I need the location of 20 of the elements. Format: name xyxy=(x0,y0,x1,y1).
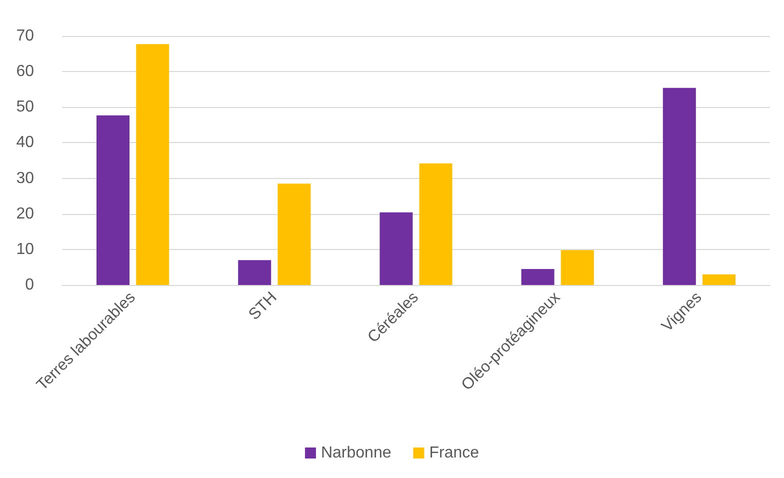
bar xyxy=(419,163,452,285)
y-tick-label: 40 xyxy=(16,134,34,152)
bar xyxy=(662,88,696,285)
y-tick-label: 60 xyxy=(16,63,34,80)
bar xyxy=(96,115,130,285)
bar xyxy=(521,268,554,285)
bar xyxy=(560,250,594,285)
y-tick-label: 0 xyxy=(25,276,34,294)
y-tick-label: 10 xyxy=(16,240,34,258)
legend-label: France xyxy=(429,444,480,462)
bar xyxy=(238,260,272,285)
bar xyxy=(136,44,170,285)
bar xyxy=(380,212,413,285)
y-tick-label: 50 xyxy=(16,98,34,116)
bar xyxy=(702,274,736,285)
y-tick-label: 70 xyxy=(16,28,34,44)
bar xyxy=(278,184,311,285)
y-tick-label: 30 xyxy=(16,170,34,187)
y-tick-label: 20 xyxy=(16,205,34,222)
legend-label: Narbonne xyxy=(320,444,392,462)
